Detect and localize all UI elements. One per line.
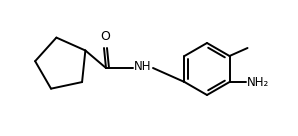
Text: NH: NH bbox=[134, 61, 151, 73]
Text: O: O bbox=[100, 30, 111, 43]
Text: NH₂: NH₂ bbox=[246, 75, 269, 89]
